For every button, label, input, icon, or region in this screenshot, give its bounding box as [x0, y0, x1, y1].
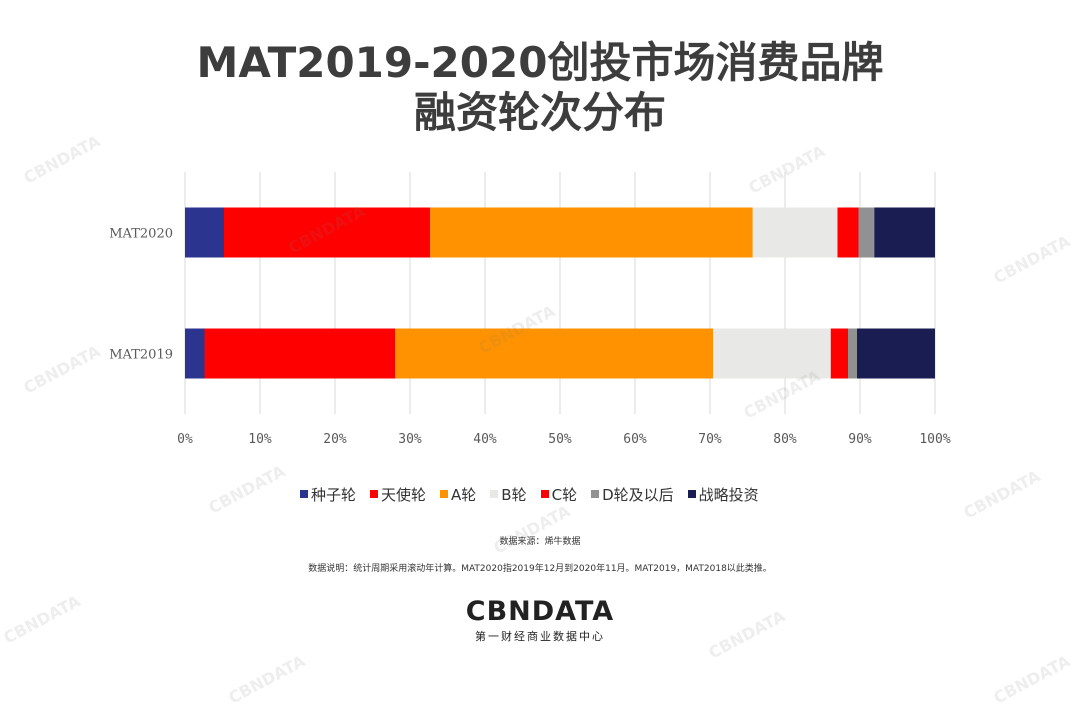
- watermark: CBNDATA: [990, 651, 1074, 708]
- watermark: CBNDATA: [490, 501, 574, 558]
- x-tick-label: 0%: [177, 432, 193, 447]
- legend-swatch: [440, 490, 449, 498]
- legend-item: 种子轮: [300, 484, 356, 505]
- legend-item: 天使轮: [370, 484, 426, 505]
- bar-segment: [224, 207, 431, 258]
- x-tick-label: 40%: [473, 432, 497, 447]
- legend-swatch: [370, 490, 379, 498]
- x-tick-label: 60%: [623, 432, 647, 447]
- legend-label: B轮: [501, 485, 527, 504]
- x-tick-label: 70%: [698, 432, 722, 447]
- legend-swatch: [687, 490, 696, 498]
- chart-title-line-2: 融资轮次分布: [413, 88, 666, 137]
- bar-segment: [204, 328, 395, 379]
- chart-legend: 种子轮 天使轮 A轮 B轮 C轮 D轮及以后 战略投资: [300, 484, 759, 504]
- legend-swatch: [591, 490, 600, 498]
- bar-segment: [830, 328, 848, 379]
- bar-segment: [430, 207, 753, 258]
- x-tick-label: 100%: [919, 432, 950, 447]
- legend-swatch: [490, 490, 499, 498]
- stacked-bar-chart: 0% 10% 20% 30% 40% 50% 60% 70% 80% 90% 100% MAT2020…: [109, 172, 951, 447]
- watermark: CBNDATA: [225, 651, 309, 708]
- x-tick-label: 80%: [773, 432, 797, 447]
- y-category-label: MAT2020: [109, 227, 173, 242]
- data-note: 数据说明：统计周期采用滚动年计算。MAT2020指2019年12月到2020年1…: [308, 564, 772, 574]
- legend-swatch: [300, 490, 308, 498]
- logo-wordmark: CBNDATA: [465, 596, 615, 627]
- x-tick-label: 10%: [248, 432, 272, 447]
- legend-label: 种子轮: [311, 485, 357, 504]
- bar-segment: [395, 328, 713, 379]
- x-tick-label: 90%: [848, 432, 872, 447]
- bar-segment: [848, 328, 857, 379]
- logo-tagline: 第一财经商业数据中心: [475, 630, 605, 643]
- legend-label: 天使轮: [381, 485, 427, 504]
- legend-swatch: [540, 490, 549, 498]
- bar-segment: [858, 207, 875, 258]
- legend-item: A轮: [440, 484, 476, 505]
- legend-item: B轮: [490, 484, 527, 505]
- y-category-label: MAT2019: [109, 348, 173, 363]
- bar-segment: [752, 207, 838, 258]
- legend-item: C轮: [540, 484, 578, 505]
- bar-segment: [185, 328, 205, 379]
- watermark: CBNDATA: [960, 466, 1044, 523]
- x-tick-label: 50%: [548, 432, 572, 447]
- legend-label: D轮及以后: [602, 485, 674, 504]
- bar-segment: [713, 328, 831, 379]
- legend-label: C轮: [551, 485, 578, 504]
- chart-title-line-1: MAT2019-2020创投市场消费品牌: [196, 38, 884, 87]
- bar-segment: [185, 207, 224, 258]
- bar-segment: [874, 207, 935, 258]
- legend-item: 战略投资: [687, 484, 759, 505]
- data-source: 数据来源：烯牛数据: [499, 537, 581, 547]
- x-tick-label: 30%: [398, 432, 422, 447]
- x-tick-label: 20%: [323, 432, 347, 447]
- legend-label: A轮: [451, 485, 477, 504]
- brand-logo: CBNDATA 第一财经商业数据中心: [0, 597, 1080, 644]
- bar-segment: [857, 328, 935, 379]
- chart-title: MAT2019-2020创投市场消费品牌 融资轮次分布: [0, 38, 1080, 138]
- legend-label: 战略投资: [698, 485, 759, 504]
- legend-item: D轮及以后: [591, 484, 674, 505]
- bar-segment: [837, 207, 859, 258]
